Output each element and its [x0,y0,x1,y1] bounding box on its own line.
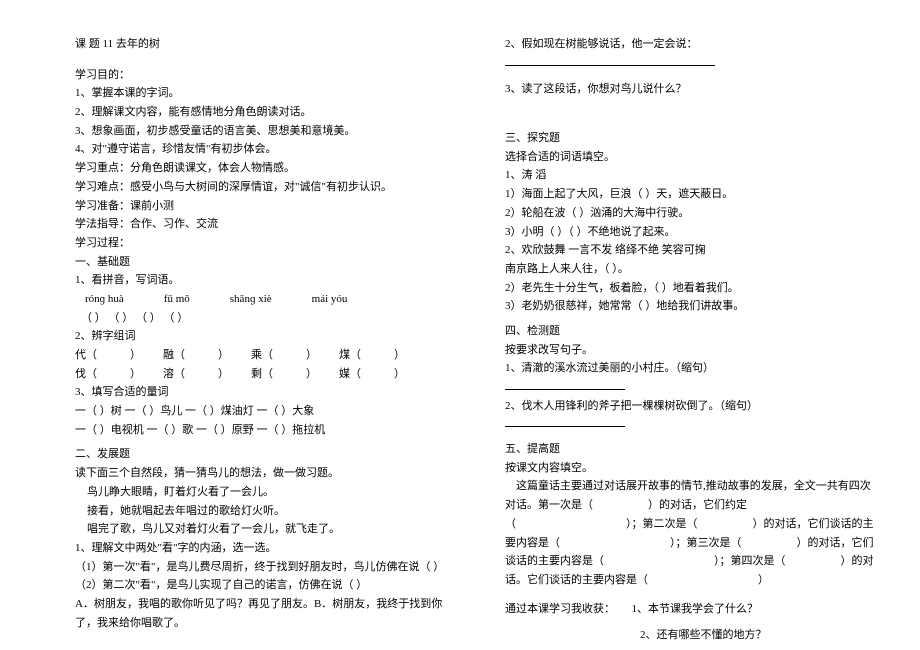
item2-2: 2）老先生十分生气，板着脸，（ ）地看着我们。 [505,279,875,298]
method: 学法指导：合作、习作、交流 [75,215,445,234]
explore-head: 选择合适的词语填空。 [505,148,875,167]
objective-3: 3、想象画面，初步感受童话的语言美、思想美和意境美。 [75,122,445,141]
check-1: 1、清澈的溪水流过美丽的小村庄。（缩句） [505,359,875,378]
char-row-1: 代（ ） 融（ ） 乘（ ） 煤（ ） [75,346,445,365]
section-1-head: 一、基础题 [75,253,445,272]
tao-1: 1）海面上起了大风，巨浪（ ）天，遮天蔽日。 [505,185,875,204]
objectives-head: 学习目的： [75,66,445,85]
right-column: 2、假如现在树能够说话，他一定会说： 3、读了这段话，你想对鸟儿说什么？ 三、探… [505,35,875,645]
dev-line-3: 唱完了歌，鸟儿又对着灯火看了一会儿，就飞走了。 [75,520,445,539]
bracket-row: （ ） （ ） （ ） （ ） [75,309,445,328]
objective-4: 4、对"遵守诺言，珍惜友情"有初步体会。 [75,140,445,159]
prep: 学习准备：课前小测 [75,197,445,216]
objective-2: 2、理解课文内容，能有感情地分角色朗读对话。 [75,103,445,122]
char-row-2: 伐（ ） 溶（ ） 剩（ ） 媒（ ） [75,365,445,384]
look-pinyin: 1、看拼音，写词语。 [75,271,445,290]
pinyin-2: fǔ mō [164,290,190,309]
check-2: 2、伐木人用锋利的斧子把一棵棵树砍倒了。（缩句） [505,397,875,416]
nanjing: 南京路上人来人往，（ ）。 [505,260,875,279]
reflect-2: 2、还有哪些不懂的地方？ [505,626,875,645]
focus: 学习重点：分角色朗读课文，体会人物情感。 [75,159,445,178]
section-3-head: 三、探究题 [505,129,875,148]
enhance-body: 这篇童话主要通过对话展开故事的情节,推动故事的发展，全文一共有四次对话。第一次是… [505,477,875,589]
dev-line-2: 接看，她就唱起去年唱过的歌给灯火听。 [75,502,445,521]
dev-choice-2: （2）第二次"看"，是鸟儿实现了自己的诺言，仿佛在说（ ） [75,576,445,595]
left-column: 课 题 11 去年的树 学习目的： 1、掌握本课的字词。 2、理解课文内容，能有… [75,35,445,645]
item2-3: 3）老奶奶很慈祥，她常常（ ）地给我们讲故事。 [505,297,875,316]
blank-line [505,54,715,66]
r-q2: 2、假如现在树能够说话，他一定会说： [505,35,875,72]
pinyin-row: rónɡ huà fǔ mō shānɡ xiè mái yóu [75,290,445,309]
tao-2: 2）轮船在波（ ）汹涌的大海中行驶。 [505,204,875,223]
enhance-head: 按课文内容填空。 [505,459,875,478]
r-q2-text: 2、假如现在树能够说话，他一定会说： [505,38,698,50]
check-2-line [505,415,875,434]
section-4-head: 四、检测题 [505,322,875,341]
pinyin-4: mái yóu [312,290,348,309]
process: 学习过程： [75,234,445,253]
liangci-row-1: 一（ ）树 一（ ）鸟儿 一（ ）煤油灯 一（ ）大象 [75,402,445,421]
objective-1: 1、掌握本课的字词。 [75,84,445,103]
liangci-head: 3、填写合适的量词 [75,383,445,402]
pinyin-1: rónɡ huà [85,290,124,309]
reflect-head: 通过本课学习我收获： 1、本节课我学会了什么？ [505,600,875,619]
r-q3: 3、读了这段话，你想对鸟儿说什么？ [505,80,875,99]
check-head: 按要求改写句子。 [505,341,875,360]
check-1-line [505,378,875,397]
section-5-head: 五、提高题 [505,440,875,459]
tao-3: 3）小明（ ）（ ）不绝地说了起来。 [505,223,875,242]
liangci-row-2: 一（ ）电视机 一（ ）歌 一（ ）原野 一（ ）拖拉机 [75,421,445,440]
lesson-title: 课 题 11 去年的树 [75,35,445,54]
dev-ab: A．树朋友，我唱的歌你听见了吗？再见了朋友。B．树朋友，我终于找到你了，我来给你… [75,595,445,632]
dev-choice-1: （1）第一次"看"，是鸟儿费尽周折，终于找到好朋友时，鸟儿仿佛在说（ ） [75,558,445,577]
dev-line-1: 鸟儿睁大眼睛，盯着灯火看了一会儿。 [75,483,445,502]
difficulty: 学习难点：感受小鸟与大树间的深厚情谊，对"诚信"有初步认识。 [75,178,445,197]
bianzi-head: 2、辨字组词 [75,327,445,346]
section-2-head: 二、发展题 [75,445,445,464]
pinyin-3: shānɡ xiè [230,290,272,309]
huanhuan: 2、欢欣鼓舞 一言不发 络绎不绝 笑容可掬 [505,241,875,260]
page-container: 课 题 11 去年的树 学习目的： 1、掌握本课的字词。 2、理解课文内容，能有… [0,0,920,645]
dev-intro: 读下面三个自然段，猜一猜鸟儿的想法，做一做习题。 [75,464,445,483]
dev-q1: 1、理解文中两处"看"字的内涵，选一选。 [75,539,445,558]
tao-head: 1、涛 滔 [505,166,875,185]
